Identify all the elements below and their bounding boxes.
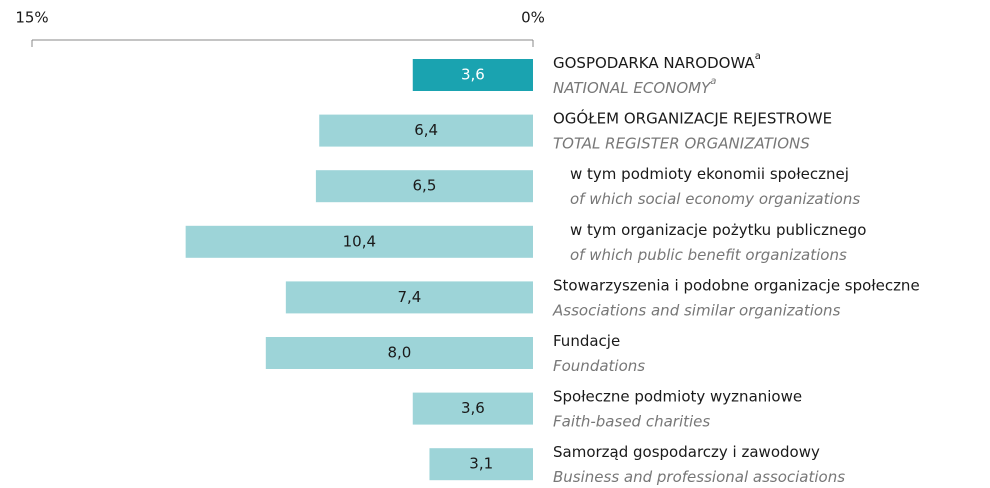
category-label: Społeczne podmioty wyznaniowe: [553, 387, 802, 405]
category-text: GOSPODARKA NARODOWA: [553, 54, 755, 72]
x-tick-label: 0%: [521, 9, 545, 27]
bar: [265, 337, 533, 369]
category-label-en: TOTAL REGISTER ORGANIZATIONS: [553, 134, 810, 152]
category-label-en: NATIONAL ECONOMYa: [553, 76, 716, 97]
category-text: Fundacje: [553, 332, 620, 350]
bar: [412, 59, 533, 91]
category-label-en: of which social economy organizations: [570, 190, 860, 208]
category-text: w tym podmioty ekonomii społecznej: [570, 165, 849, 183]
category-label-en: Associations and similar organizations: [552, 301, 841, 319]
category-text-en: Faith-based charities: [553, 412, 710, 430]
footnote-mark: a: [710, 76, 716, 87]
category-text-en: Business and professional associations: [553, 468, 845, 486]
category-text: Samorząd gospodarczy i zawodowy: [553, 443, 820, 461]
bar: [315, 170, 533, 203]
bar: [429, 448, 533, 481]
category-text-en: of which public benefit organizations: [570, 245, 847, 263]
category-label: w tym organizacje pożytku publicznego: [570, 220, 866, 238]
bar: [412, 392, 533, 425]
category-label: w tym podmioty ekonomii społecznej: [570, 165, 849, 183]
category-label: OGÓŁEM ORGANIZACJE REJESTROWE: [553, 108, 832, 127]
category-text: w tym organizacje pożytku publicznego: [570, 220, 866, 238]
value-label: 6,4: [414, 121, 438, 139]
category-label: GOSPODARKA NARODOWAa: [553, 51, 761, 72]
category-text: OGÓŁEM ORGANIZACJE REJESTROWE: [553, 108, 832, 127]
bar: [185, 225, 533, 258]
bar: [285, 281, 533, 314]
category-label: Samorząd gospodarczy i zawodowy: [553, 443, 820, 461]
category-text-en: TOTAL REGISTER ORGANIZATIONS: [553, 134, 810, 152]
value-label: 7,4: [397, 288, 421, 306]
category-label-en: Foundations: [553, 357, 645, 375]
value-label: 8,0: [387, 344, 411, 362]
bar: [319, 114, 533, 147]
category-label-en: of which public benefit organizations: [570, 245, 847, 263]
category-text: Stowarzyszenia i podobne organizacje spo…: [553, 276, 920, 294]
footnote-mark: a: [755, 51, 761, 62]
value-label: 3,6: [461, 399, 485, 417]
category-text-en: NATIONAL ECONOMY: [553, 79, 712, 97]
value-label: 3,6: [461, 66, 485, 84]
category-label: Stowarzyszenia i podobne organizacje spo…: [553, 276, 920, 294]
category-text-en: Associations and similar organizations: [552, 301, 841, 319]
category-text: Społeczne podmioty wyznaniowe: [553, 387, 802, 405]
category-text-en: Foundations: [553, 357, 645, 375]
value-label: 6,5: [413, 177, 437, 195]
value-label: 3,1: [469, 455, 493, 473]
x-tick-label: 15%: [15, 9, 48, 27]
value-label: 10,4: [343, 232, 376, 250]
category-label-en: Faith-based charities: [553, 412, 710, 430]
category-label: Fundacje: [553, 332, 620, 350]
category-label-en: Business and professional associations: [553, 468, 845, 486]
category-text-en: of which social economy organizations: [570, 190, 860, 208]
